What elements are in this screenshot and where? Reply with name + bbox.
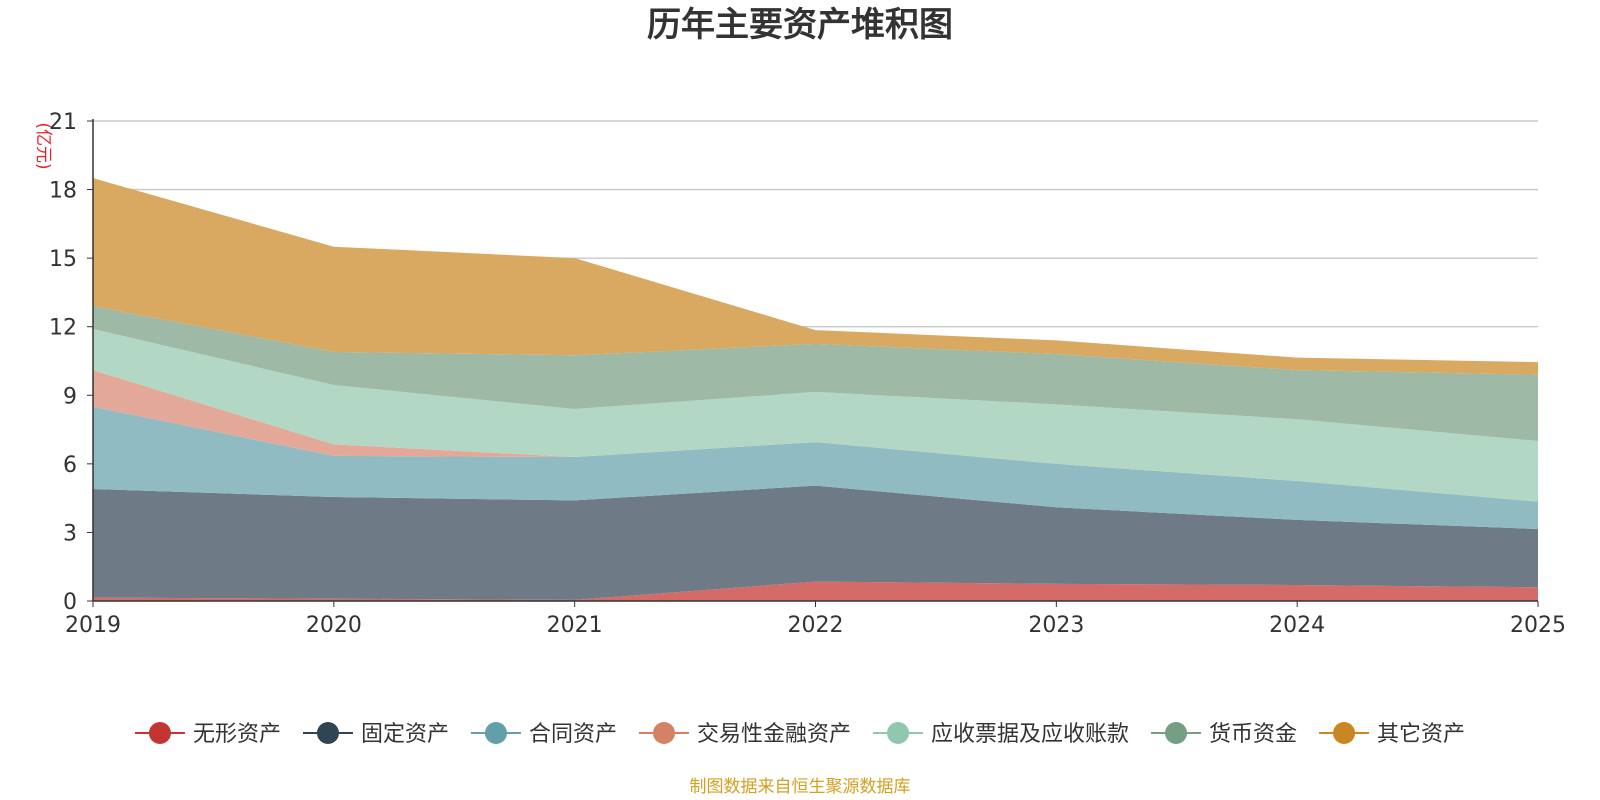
- y-tick-label: 9: [63, 384, 77, 409]
- y-axis-unit: (亿元): [33, 122, 53, 169]
- y-tick-label: 6: [63, 453, 77, 478]
- area-series-1: [93, 581, 1538, 601]
- area-series-6: [93, 306, 1538, 441]
- legend-item: 固定资产: [302, 722, 449, 747]
- legend: 无形资产 固定资产 合同资产 交易性金融资产 应收票据及应收账款 货币资金 其它资产: [134, 722, 1465, 747]
- legend-item: 其它资产: [1319, 722, 1465, 747]
- legend-marker-icon: [1165, 722, 1188, 744]
- legend-label: 应收票据及应收账款: [931, 722, 1129, 747]
- x-tick-label: 2020: [306, 613, 362, 638]
- x-tick-label: 2025: [1510, 613, 1566, 638]
- legend-label: 货币资金: [1209, 722, 1297, 747]
- y-tick-label: 15: [49, 247, 77, 272]
- area-series-5: [93, 329, 1538, 502]
- legend-item: 合同资产: [470, 722, 617, 747]
- legend-item: 无形资产: [134, 722, 281, 747]
- x-tick-label: 2019: [65, 613, 121, 638]
- legend-item: 应收票据及应收账款: [873, 722, 1129, 747]
- x-tick-label: 2024: [1269, 613, 1325, 638]
- legend-item: 交易性金融资产: [638, 722, 851, 747]
- legend-label: 交易性金融资产: [697, 722, 851, 747]
- area-series-7: [93, 178, 1538, 375]
- legend-item: 货币资金: [1151, 722, 1297, 747]
- legend-marker-icon: [887, 722, 910, 744]
- legend-marker-icon: [148, 722, 171, 744]
- legend-marker-icon: [484, 722, 507, 744]
- y-tick-labels: 0 3 6 9 12 15 18 21: [49, 110, 77, 615]
- y-tick-label: 12: [49, 316, 77, 341]
- area-series: [93, 178, 1538, 601]
- legend-label: 固定资产: [361, 722, 449, 747]
- x-tick-labels: 2019 2020 2021 2022 2023 2024 2025: [65, 601, 1566, 638]
- y-tick-label: 3: [63, 521, 77, 546]
- area-series-3: [93, 406, 1538, 529]
- legend-marker-icon: [1333, 722, 1356, 744]
- legend-marker-icon: [316, 722, 339, 744]
- data-source-note: 制图数据来自恒生聚源数据库: [690, 777, 911, 797]
- y-tick-label: 0: [63, 590, 77, 615]
- chart-title: 历年主要资产堆积图: [647, 5, 953, 45]
- x-tick-label: 2023: [1028, 613, 1084, 638]
- legend-label: 合同资产: [529, 722, 617, 747]
- legend-label: 其它资产: [1377, 722, 1465, 747]
- x-tick-label: 2021: [547, 613, 603, 638]
- legend-marker-icon: [652, 722, 675, 744]
- x-tick-label: 2022: [788, 613, 844, 638]
- y-tick-label: 18: [49, 179, 77, 204]
- area-series-2: [93, 485, 1538, 600]
- legend-label: 无形资产: [193, 722, 281, 747]
- y-tick-label: 21: [49, 110, 77, 135]
